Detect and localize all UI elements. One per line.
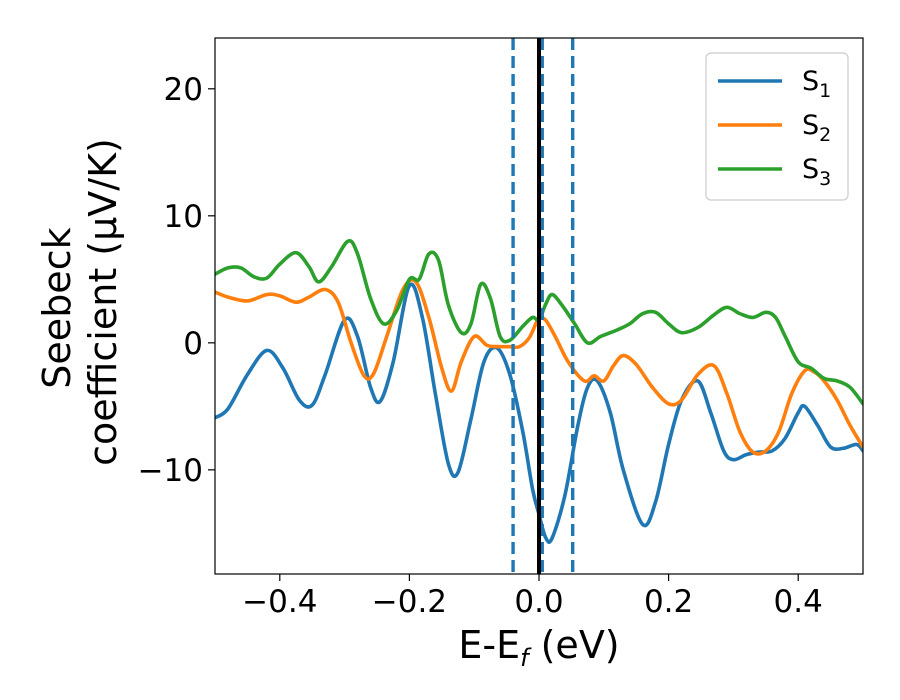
x-tick-label: −0.4 xyxy=(242,584,317,620)
y-axis-label-line2: coefficient (μV/K) xyxy=(81,138,125,466)
legend-label-s2: S2 xyxy=(802,110,831,146)
legend: S1 S2 S3 xyxy=(705,52,849,201)
x-tick-label: 0.0 xyxy=(514,584,563,620)
series-line-s3 xyxy=(215,238,863,406)
legend-label-s1: S1 xyxy=(802,66,831,102)
data-layer xyxy=(215,38,863,574)
y-axis-label: Seebeck coefficient (μV/K) xyxy=(35,138,125,466)
x-tick-label: 0.2 xyxy=(644,584,693,620)
ticks-layer: −0.4 −0.2 0.0 0.2 0.4 −10 0 10 20 xyxy=(138,72,823,620)
x-tick-label: −0.2 xyxy=(372,584,447,620)
y-tick-label: 0 xyxy=(183,326,203,362)
y-tick-label: 10 xyxy=(164,199,203,235)
legend-label-s3: S3 xyxy=(802,154,831,190)
x-axis-label: E-Ef (eV) xyxy=(458,623,619,672)
y-axis-label-line1: Seebeck xyxy=(35,227,79,388)
x-tick-label: 0.4 xyxy=(774,584,823,620)
y-tick-label: 20 xyxy=(164,72,203,108)
y-tick-label: −10 xyxy=(138,453,203,489)
